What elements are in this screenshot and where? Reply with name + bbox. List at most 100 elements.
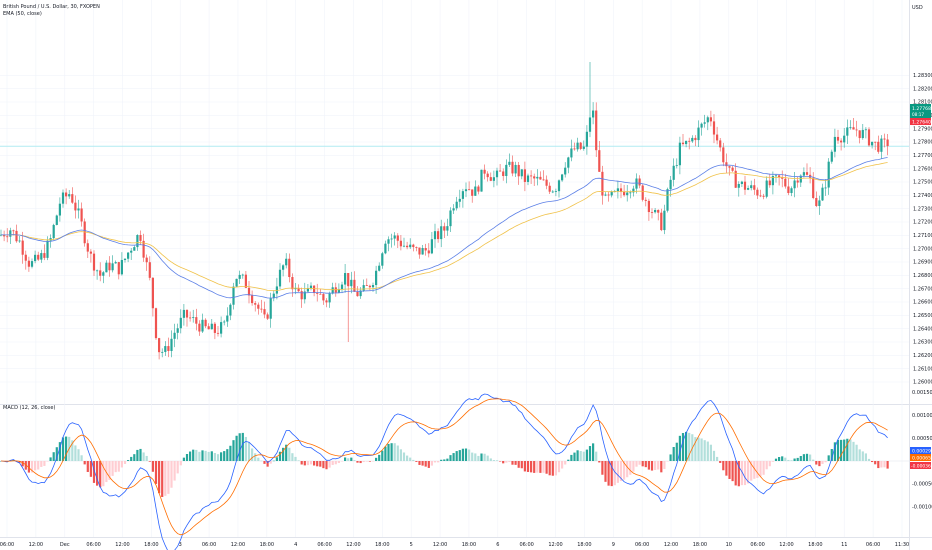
- macd-histogram-bar: [486, 455, 489, 461]
- macd-histogram-bar: [561, 461, 564, 469]
- candle-body: [266, 314, 269, 319]
- macd-histogram-bar: [127, 460, 130, 461]
- macd-histogram-bar: [595, 451, 598, 461]
- time-tick-label: 9: [612, 542, 615, 548]
- macd-histogram-bar: [406, 455, 409, 461]
- macd-histogram-bar: [880, 461, 883, 468]
- candlestick-series[interactable]: [0, 62, 889, 360]
- candle-body: [247, 287, 251, 296]
- macd-histogram-bar: [80, 455, 83, 461]
- macd-histogram-bar: [433, 461, 437, 463]
- candle-body: [139, 235, 142, 241]
- macd-histogram-bar: [393, 443, 396, 461]
- macd-histogram-bar: [833, 442, 836, 461]
- time-tick-label: 3: [179, 542, 182, 548]
- candle-body: [725, 162, 728, 167]
- macd-histogram-bar: [489, 458, 492, 461]
- macd-axis[interactable]: 0.00150 0.00100 0.00050 -0.00050 -0.00100: [912, 390, 932, 511]
- currency-label[interactable]: USD: [912, 5, 923, 11]
- candle-body: [474, 186, 477, 196]
- ema-legend[interactable]: EMA (50, close): [3, 11, 42, 17]
- macd-histogram-bar: [43, 461, 46, 466]
- macd-legend[interactable]: MACD (12, 26, close): [3, 405, 55, 411]
- macd-histogram-bar: [545, 461, 548, 474]
- candle-body: [446, 226, 449, 231]
- macd-histogram-bar: [799, 455, 802, 461]
- macd-histogram-bar: [167, 461, 170, 494]
- time-tick-label: 06:00: [86, 542, 100, 548]
- candle-body: [796, 180, 799, 183]
- macd-histogram-bar: [675, 442, 678, 461]
- candle-body: [849, 127, 852, 129]
- macd-histogram-bar: [446, 458, 449, 461]
- macd-histogram-bar: [58, 442, 61, 461]
- macd-histogram-bar: [120, 461, 123, 468]
- macd-histogram-bar: [390, 443, 393, 461]
- time-axis[interactable]: 06:00 12:00 Dec 06:00 12:00 18:00 3 06:00 12:00 1…: [0, 0, 909, 548]
- candle-body: [880, 138, 883, 152]
- macd-histogram-bar: [647, 461, 650, 470]
- macd-tick-label: 0.00100: [912, 413, 932, 419]
- macd-histogram-bar: [86, 461, 89, 472]
- candle-body: [697, 127, 700, 141]
- macd-histogram-bar: [384, 446, 387, 461]
- macd-histogram-bar: [275, 457, 278, 461]
- candle-body: [874, 141, 877, 143]
- candle-body: [774, 175, 778, 177]
- candle-body: [368, 285, 371, 288]
- price-tick-label: 1.26700: [913, 286, 932, 292]
- macd-histogram-bar: [164, 461, 167, 496]
- candle-body: [672, 165, 675, 180]
- macd-histogram-bar: [300, 461, 303, 465]
- macd-histogram-bar: [654, 461, 657, 470]
- macd-histogram-bar: [185, 454, 189, 461]
- macd-histogram-bar: [365, 461, 368, 462]
- candle-body: [89, 251, 92, 254]
- macd-histogram-bar: [455, 451, 458, 461]
- candle-body: [650, 212, 654, 213]
- macd-histogram-bar: [117, 461, 120, 472]
- candle-body: [570, 148, 573, 158]
- macd-histogram-bar: [477, 455, 480, 461]
- candle-body: [657, 209, 660, 213]
- signal-value-tag: 0.00065: [910, 454, 931, 461]
- macd-histogram-bar: [347, 458, 350, 461]
- macd-histogram-bar: [65, 436, 68, 461]
- candle-body: [21, 240, 24, 255]
- svg-text:-0.00036: -0.00036: [911, 463, 931, 469]
- symbol-title[interactable]: British Pound / U.S. Dollar, 30, FXOPEN: [3, 4, 100, 10]
- macd-histogram-bar: [771, 461, 774, 462]
- macd-histogram-bar: [564, 461, 567, 465]
- macd-histogram-bar: [576, 450, 579, 461]
- candle-body: [27, 260, 30, 267]
- candle-body: [799, 175, 802, 183]
- candle-body: [362, 285, 365, 291]
- candle-body: [229, 304, 232, 316]
- macd-histogram-bar: [731, 461, 734, 482]
- macd-histogram-bar: [260, 460, 263, 462]
- macd-histogram-bar: [427, 461, 430, 468]
- time-tick-label: 12:00: [29, 542, 43, 548]
- macd-histogram-bar: [582, 451, 585, 461]
- macd-histogram-bar: [849, 439, 852, 461]
- time-tick-label: 12:00: [433, 542, 447, 548]
- candle-body: [216, 332, 220, 334]
- candle-body: [616, 188, 619, 192]
- macd-histogram-bar: [877, 461, 880, 469]
- macd-histogram-bar: [697, 437, 700, 461]
- candle-body: [793, 180, 796, 189]
- candle-body: [220, 322, 223, 334]
- macd-histogram-bar: [257, 457, 260, 461]
- candle-body: [55, 215, 58, 225]
- candle-body: [461, 191, 464, 199]
- macd-histogram-bar: [759, 461, 762, 477]
- candle-body: [430, 239, 433, 254]
- candle-body: [179, 317, 182, 329]
- candle-body: [517, 164, 520, 177]
- candle-body: [244, 274, 247, 288]
- macd-histogram-bar: [89, 461, 92, 477]
- ema-price-tag: 1.27640: [910, 118, 931, 125]
- price-tick-label: 1.26000: [913, 380, 932, 386]
- macd-histogram-bar: [285, 444, 288, 461]
